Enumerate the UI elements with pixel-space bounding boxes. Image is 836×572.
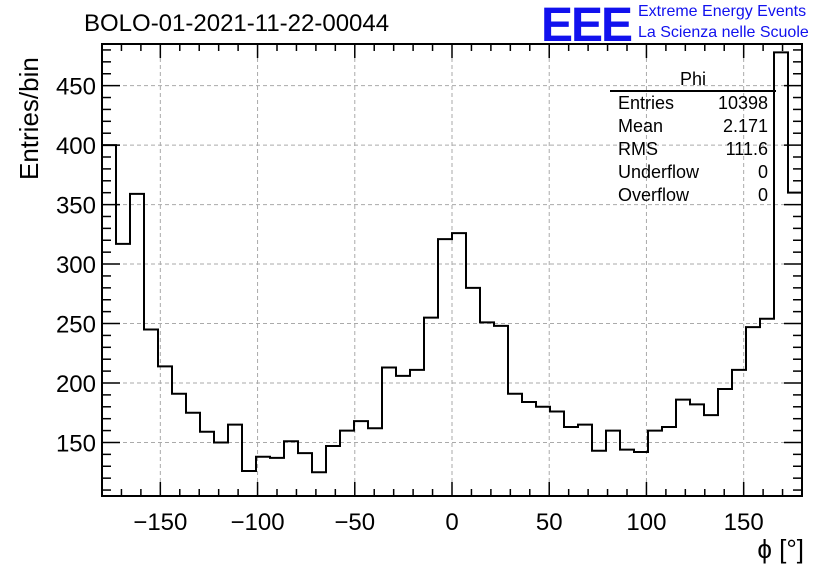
histogram-series-line (101, 51, 803, 496)
y-axis-label: Entries/bin (14, 57, 44, 180)
stats-row: Mean 2.171 (610, 115, 776, 138)
stats-value: 2.171 (722, 116, 768, 136)
stats-row: Entries 10398 (610, 92, 776, 115)
y-tick-label: 250 (56, 312, 96, 339)
tick-labels: −150 −100 −50 0 50 100 150 150 200 250 300 350 400 45… (56, 74, 764, 536)
stats-label: Underflow (618, 162, 700, 182)
x-tick-label: 0 (445, 509, 458, 536)
grid-lines (102, 44, 802, 496)
eee-logo-mark: EEE (541, 0, 633, 52)
stats-value: 111.6 (725, 139, 768, 159)
x-tick-label: −50 (334, 509, 375, 536)
axis-ticks (102, 44, 803, 496)
logo-subtitle-2: La Scienza nelle Scuole (638, 24, 809, 41)
stats-row: Underflow 0 (610, 161, 776, 184)
stats-row: Overflow 0 (610, 184, 776, 207)
x-tick-label: −150 (133, 509, 187, 536)
x-tick-label: −100 (231, 509, 285, 536)
stats-value: 10398 (717, 93, 768, 113)
stats-label: Entries (618, 93, 675, 113)
stats-row: RMS 111.6 (610, 138, 776, 161)
y-tick-label: 400 (56, 133, 96, 160)
x-tick-label: 100 (626, 509, 666, 536)
x-tick-label: 150 (724, 509, 764, 536)
stats-label: Mean (618, 116, 664, 136)
stats-label: RMS (618, 139, 658, 159)
stats-value: 0 (757, 185, 768, 205)
y-tick-label: 300 (56, 252, 96, 279)
y-tick-label: 150 (56, 430, 96, 457)
logo-subtitle-1: Extreme Energy Events (638, 3, 807, 20)
chart-title: BOLO-01-2021-11-22-00044 (84, 10, 390, 37)
stats-title: Phi (610, 68, 776, 92)
stats-label: Overflow (618, 185, 690, 205)
y-tick-label: 200 (56, 371, 96, 398)
stats-value: 0 (757, 162, 768, 182)
y-tick-label: 350 (56, 193, 96, 220)
stats-box: Phi Entries 10398 Mean 2.171 RMS 111.6 Unde… (610, 68, 776, 207)
x-tick-label: 50 (536, 509, 563, 536)
y-tick-label: 450 (56, 74, 96, 101)
x-axis-label: ϕ [°] (757, 534, 804, 564)
